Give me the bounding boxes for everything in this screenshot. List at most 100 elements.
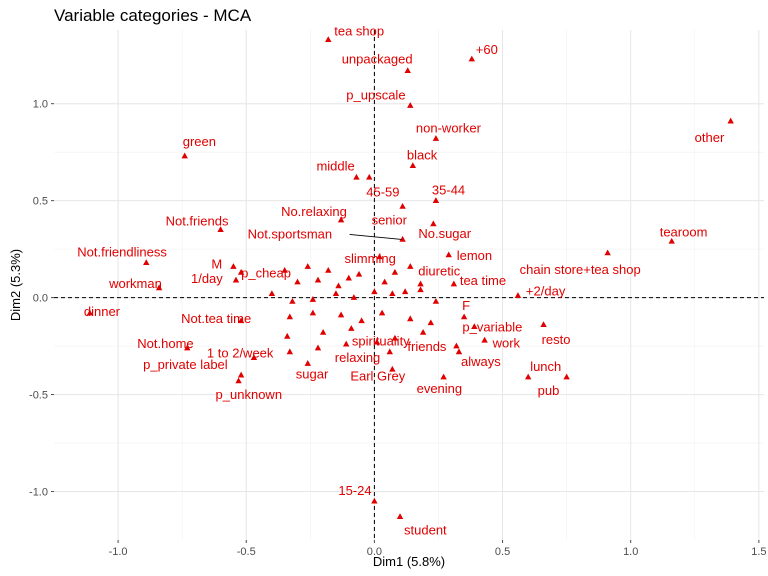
point-marker bbox=[668, 237, 675, 244]
point-marker bbox=[304, 360, 311, 366]
point-marker bbox=[389, 365, 396, 372]
point-label: p_private label bbox=[143, 357, 228, 372]
point-marker bbox=[376, 253, 383, 260]
point-marker bbox=[399, 202, 406, 209]
point-label: black bbox=[407, 148, 438, 163]
point-label: Not.friendliness bbox=[77, 245, 167, 260]
point-label: 45-59 bbox=[366, 184, 399, 199]
point-marker bbox=[432, 135, 440, 141]
point-label: Earl Grey bbox=[350, 368, 405, 383]
point-marker bbox=[181, 152, 188, 159]
point-label: +60 bbox=[476, 42, 498, 57]
point-marker bbox=[450, 280, 458, 287]
point-marker bbox=[286, 348, 294, 355]
x-tick-label: 0.0 bbox=[367, 546, 382, 558]
point-label: unpackaged bbox=[342, 52, 413, 67]
point-marker bbox=[235, 377, 242, 384]
point-label: student bbox=[404, 523, 447, 538]
point-marker bbox=[460, 313, 468, 320]
point-label: p_cheap bbox=[241, 265, 291, 280]
point-marker bbox=[237, 268, 245, 275]
point-marker bbox=[309, 309, 317, 316]
point-label: spirituality bbox=[352, 333, 410, 348]
point-marker bbox=[289, 297, 296, 304]
point-marker bbox=[401, 288, 409, 295]
point-marker bbox=[371, 497, 378, 504]
x-tick-label: 0.5 bbox=[495, 546, 510, 558]
point-label: 15-24 bbox=[338, 483, 371, 498]
point-marker bbox=[396, 513, 404, 520]
x-tick-label: 1.0 bbox=[623, 546, 638, 558]
point-label: No.relaxing bbox=[281, 204, 347, 219]
y-axis-ticks: -1.0 -0.5 0.0 0.5 1.0 bbox=[29, 99, 54, 499]
point-marker bbox=[455, 348, 463, 355]
point-marker bbox=[391, 268, 399, 275]
point-marker bbox=[184, 344, 191, 351]
point-label: other bbox=[695, 130, 725, 145]
point-labels: tea shop +60 unpackaged p_upscale non-worker… bbox=[77, 24, 725, 538]
point-marker bbox=[237, 371, 245, 378]
point-label: relaxing bbox=[335, 350, 381, 365]
point-label: friends bbox=[407, 339, 447, 354]
chart-title: Variable categories - MCA bbox=[54, 6, 252, 25]
point-label: middle bbox=[316, 158, 354, 173]
point-marker bbox=[453, 342, 460, 349]
y-tick-label: 0.0 bbox=[33, 293, 48, 305]
point-marker bbox=[381, 278, 388, 285]
point-marker bbox=[345, 274, 352, 281]
point-marker bbox=[563, 373, 570, 380]
point-marker bbox=[332, 290, 340, 297]
point-marker bbox=[514, 292, 522, 298]
point-label: tea shop bbox=[334, 24, 384, 39]
point-marker bbox=[417, 286, 424, 293]
point-label: 1 to 2/week bbox=[207, 346, 274, 361]
point-marker bbox=[337, 216, 345, 223]
point-label: Not.home bbox=[137, 336, 193, 351]
point-marker bbox=[386, 348, 393, 355]
point-label: Not.friends bbox=[166, 214, 229, 229]
point-marker bbox=[294, 278, 301, 285]
y-tick-label: -1.0 bbox=[29, 487, 48, 499]
point-marker bbox=[314, 276, 322, 283]
point-marker bbox=[284, 332, 291, 339]
point-label: evening bbox=[417, 381, 463, 396]
point-label: resto bbox=[542, 332, 571, 347]
point-marker bbox=[325, 36, 332, 42]
point-marker bbox=[409, 162, 417, 169]
point-marker bbox=[268, 290, 276, 297]
point-label: work bbox=[492, 335, 521, 350]
point-label: sugar bbox=[296, 367, 329, 382]
point-marker bbox=[417, 280, 424, 287]
x-axis-ticks: -1.0 -0.5 0.0 0.5 1.0 1.5 bbox=[109, 540, 767, 558]
point-marker bbox=[366, 173, 373, 180]
point-marker bbox=[232, 276, 240, 283]
point-marker bbox=[432, 197, 440, 203]
point-marker bbox=[217, 226, 224, 233]
point-marker bbox=[440, 373, 447, 380]
point-marker bbox=[524, 373, 532, 380]
x-tick-label: 1.5 bbox=[751, 546, 766, 558]
point-marker bbox=[343, 340, 350, 347]
point-marker bbox=[314, 344, 322, 351]
point-marker bbox=[407, 263, 414, 269]
point-marker bbox=[407, 315, 414, 322]
point-label: p_variable bbox=[462, 320, 522, 335]
point-markers bbox=[86, 36, 734, 520]
point-marker bbox=[319, 329, 327, 335]
y-axis-title: Dim2 (5.3%) bbox=[8, 249, 23, 321]
point-marker bbox=[143, 259, 150, 265]
point-marker bbox=[371, 288, 378, 295]
point-marker bbox=[430, 220, 437, 227]
point-label: tearoom bbox=[660, 224, 708, 239]
point-marker bbox=[230, 263, 237, 269]
point-label: p_unknown bbox=[216, 387, 283, 402]
plot-panel bbox=[54, 30, 764, 540]
point-marker bbox=[337, 311, 345, 318]
point-marker bbox=[432, 297, 440, 304]
point-marker bbox=[468, 55, 475, 62]
point-marker bbox=[389, 290, 396, 297]
x-axis-title: Dim1 (5.8%) bbox=[373, 554, 445, 569]
point-label: No.sugar bbox=[418, 226, 471, 241]
point-label: always bbox=[461, 354, 501, 369]
